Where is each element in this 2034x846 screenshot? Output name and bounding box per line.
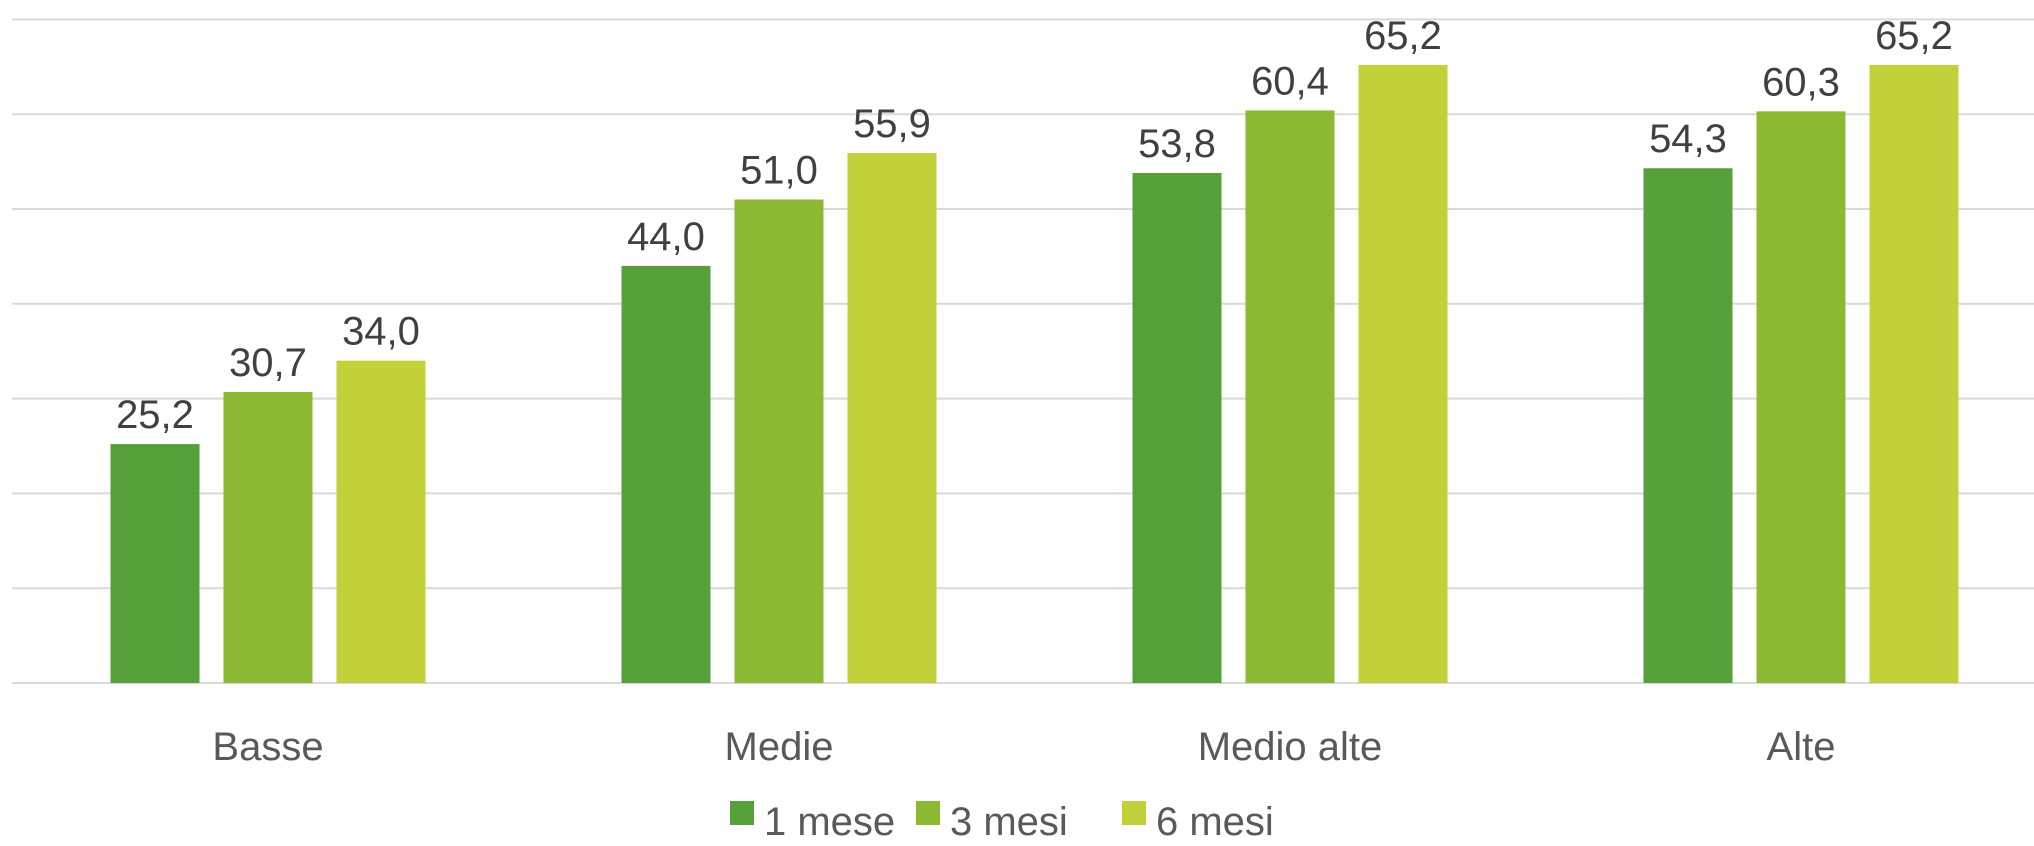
data-label-alte-1-mese: 54,3 xyxy=(1649,117,1727,161)
category-labels: Basse Medie Medio alte Alte xyxy=(212,725,1835,769)
data-label-alte-3-mesi: 60,3 xyxy=(1762,60,1840,104)
legend-swatch-3-mesi xyxy=(916,801,940,825)
legend-item-1-mese: 1 mese xyxy=(730,800,895,844)
bar-medie-3-mesi xyxy=(734,199,824,683)
data-label-medio-alte-3-mesi: 60,4 xyxy=(1251,59,1329,103)
data-label-medio-alte-1-mese: 53,8 xyxy=(1138,122,1216,166)
bar-medio-alte-3-mesi xyxy=(1245,110,1335,683)
legend-swatch-6-mesi xyxy=(1122,801,1146,825)
bar-basse-1-mese xyxy=(110,444,200,683)
category-label-alte: Alte xyxy=(1767,725,1836,769)
data-labels: 25,2 30,7 34,0 44,0 51,0 55,9 53,8 60,4 65,2 54,3… xyxy=(116,14,1953,437)
bar-alte-3-mesi xyxy=(1756,111,1846,683)
legend-item-6-mesi: 6 mesi xyxy=(1122,800,1274,844)
legend-label-1-mese: 1 mese xyxy=(764,800,895,844)
bar-medio-alte-6-mesi xyxy=(1358,64,1448,684)
data-label-medio-alte-6-mesi: 65,2 xyxy=(1364,14,1442,58)
data-label-alte-6-mesi: 65,2 xyxy=(1875,14,1953,58)
bar-basse-3-mesi xyxy=(223,391,313,683)
data-label-basse-1-mese: 25,2 xyxy=(116,393,194,437)
bar-medie-6-mesi xyxy=(847,153,937,683)
legend-swatch-1-mese xyxy=(730,801,754,825)
legend-label-6-mesi: 6 mesi xyxy=(1156,800,1274,844)
legend-label-3-mesi: 3 mesi xyxy=(950,800,1068,844)
bar-alte-6-mesi xyxy=(1869,64,1959,684)
data-label-medie-3-mesi: 51,0 xyxy=(740,149,818,193)
data-label-medie-1-mese: 44,0 xyxy=(627,215,705,259)
data-label-basse-6-mesi: 34,0 xyxy=(342,310,420,354)
bar-alte-1-mese xyxy=(1643,168,1733,684)
bar-medie-1-mese xyxy=(621,265,711,683)
bar-basse-6-mesi xyxy=(336,360,426,683)
category-label-medio-alte: Medio alte xyxy=(1198,725,1383,769)
category-label-basse: Basse xyxy=(212,725,323,769)
data-label-basse-3-mesi: 30,7 xyxy=(229,341,307,385)
legend-item-3-mesi: 3 mesi xyxy=(916,800,1068,844)
data-label-medie-6-mesi: 55,9 xyxy=(853,102,931,146)
category-label-medie: Medie xyxy=(725,725,834,769)
bars xyxy=(110,64,1959,684)
bar-medio-alte-1-mese xyxy=(1132,172,1222,683)
legend: 1 mese 3 mesi 6 mesi xyxy=(730,800,1274,844)
